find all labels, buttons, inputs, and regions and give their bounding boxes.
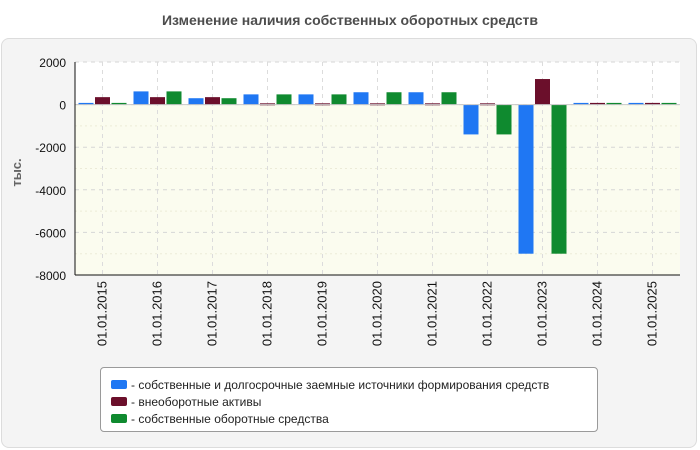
bar-noncurrent <box>535 79 550 105</box>
bar-sources <box>408 92 424 105</box>
bar-noncurrent <box>645 102 660 105</box>
y-tick-label: -6000 <box>35 226 66 240</box>
legend-item-working-capital: - собственные оборотные средства <box>101 410 597 427</box>
bar-working-capital <box>221 98 237 105</box>
legend-label-sources: - собственные и долгосрочные заемные ист… <box>131 377 550 392</box>
y-tick-label: 2000 <box>39 56 66 70</box>
legend-label-noncurrent: - внеоборотные активы <box>131 394 262 409</box>
bar-sources <box>133 91 149 105</box>
x-tick-label: 01.01.2018 <box>260 281 275 346</box>
bar-sources <box>463 104 479 135</box>
x-tick-label: 01.01.2023 <box>535 281 550 346</box>
bar-sources <box>78 102 94 105</box>
bar-sources <box>518 104 534 254</box>
bar-noncurrent <box>205 97 220 105</box>
bar-sources <box>628 102 644 105</box>
chart-title: Изменение наличия собственных оборотных … <box>161 12 539 28</box>
y-tick-label: 0 <box>59 99 66 113</box>
bar-working-capital <box>606 102 622 105</box>
bar-noncurrent <box>590 102 605 105</box>
legend-swatch-working-capital <box>111 414 127 423</box>
bar-working-capital <box>551 104 567 254</box>
bar-working-capital <box>111 102 127 105</box>
bar-working-capital <box>441 92 457 105</box>
y-tick-label: -2000 <box>35 141 66 155</box>
x-tick-label: 01.01.2019 <box>315 281 330 346</box>
x-tick-label: 01.01.2025 <box>645 281 660 346</box>
x-tick-label: 01.01.2020 <box>370 281 385 346</box>
bar-noncurrent <box>150 97 165 105</box>
plot-area-positive <box>75 62 680 105</box>
y-tick-label: -4000 <box>35 184 66 198</box>
legend-label-working-capital: - собственные оборотные средства <box>131 411 329 426</box>
bar-sources <box>188 98 204 105</box>
bar-sources <box>298 94 314 105</box>
legend-item-noncurrent: - внеоборотные активы <box>101 393 597 410</box>
legend-swatch-noncurrent <box>111 397 127 406</box>
bar-working-capital <box>276 94 292 105</box>
legend-item-sources: - собственные и долгосрочные заемные ист… <box>101 376 597 393</box>
y-axis-title: тыс. <box>9 158 24 186</box>
x-tick-label: 01.01.2015 <box>95 281 110 346</box>
bar-sources <box>573 102 589 105</box>
bar-working-capital <box>331 94 347 105</box>
x-tick-label: 01.01.2017 <box>205 281 220 346</box>
x-tick-label: 01.01.2024 <box>590 281 605 346</box>
y-tick-label: -8000 <box>35 269 66 283</box>
bar-sources <box>243 94 259 105</box>
bar-working-capital <box>661 102 677 105</box>
bar-working-capital <box>386 92 402 105</box>
x-tick-label: 01.01.2016 <box>150 281 165 346</box>
x-tick-label: 01.01.2021 <box>425 281 440 346</box>
x-tick-label: 01.01.2022 <box>480 281 495 346</box>
bar-sources <box>353 92 369 105</box>
legend-swatch-sources <box>111 380 127 389</box>
chart-legend: - собственные и долгосрочные заемные ист… <box>100 367 598 432</box>
bar-working-capital <box>496 104 512 135</box>
bar-noncurrent <box>95 97 110 105</box>
bar-working-capital <box>166 91 182 105</box>
